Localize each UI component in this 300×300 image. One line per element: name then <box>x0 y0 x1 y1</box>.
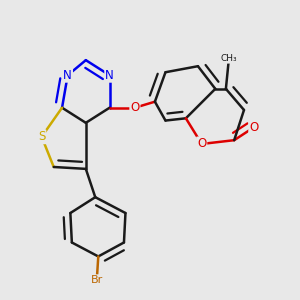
Text: O: O <box>130 101 140 114</box>
Text: CH₃: CH₃ <box>220 54 237 63</box>
Text: Br: Br <box>91 275 103 285</box>
Text: O: O <box>249 121 258 134</box>
Text: N: N <box>63 69 72 82</box>
Text: N: N <box>105 69 114 82</box>
Text: O: O <box>197 137 206 151</box>
Text: S: S <box>38 130 45 143</box>
